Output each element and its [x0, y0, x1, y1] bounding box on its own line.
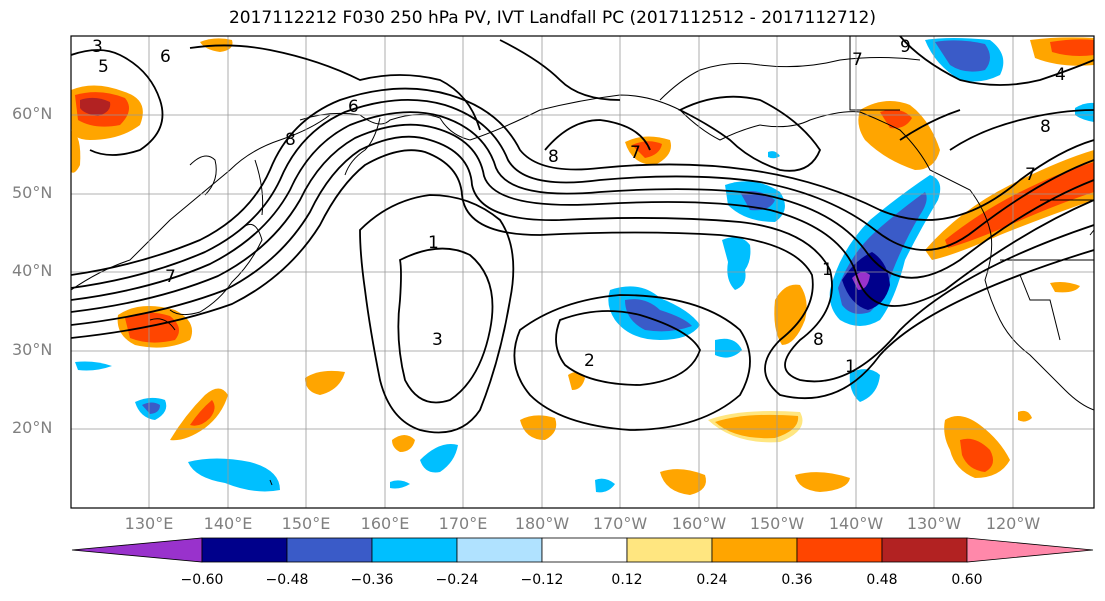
- colorbar-tick-label: −0.48: [265, 572, 309, 588]
- colorbar-segment: [71, 537, 203, 563]
- lon-label: 170°E: [438, 514, 488, 533]
- shading-layer: [71, 37, 1094, 495]
- pv-contours: [71, 36, 1094, 434]
- colorbar: [71, 537, 1094, 563]
- shade-patch: [1050, 39, 1094, 56]
- shade-patch: [960, 438, 994, 472]
- lon-label: 170°W: [592, 514, 648, 533]
- shade-patch: [632, 141, 662, 158]
- colorbar-segment: [711, 537, 798, 563]
- shade-patch: [595, 478, 615, 493]
- colorbar-tick-label: 0.60: [951, 572, 983, 588]
- contour-label: 3: [92, 37, 103, 57]
- shade-patch: [660, 469, 706, 495]
- lon-label: 130°E: [124, 514, 174, 533]
- shade-patch: [1050, 282, 1080, 293]
- lon-label: 160°W: [671, 514, 727, 533]
- contour-label: 8: [285, 130, 296, 150]
- shade-patch: [420, 444, 458, 473]
- contour-label: 8: [548, 147, 559, 167]
- contour-label-group: 3 6 5 7 6 8 8 7 1 3 2 1 8 7 4 8 7 9 1: [92, 37, 1066, 377]
- shade-patch: [142, 402, 160, 414]
- colorbar-segment: [966, 537, 1094, 563]
- shade-patch: [945, 162, 1094, 248]
- contour-label: 1: [428, 233, 439, 253]
- shade-patch: [568, 372, 585, 390]
- colorbar-tick-label: −0.36: [350, 572, 394, 588]
- shade-patch: [1018, 410, 1032, 422]
- lon-label: 180°W: [514, 514, 570, 533]
- shade-patch: [795, 472, 850, 492]
- lat-label: 30°N: [12, 340, 53, 359]
- colorbar-tick-label: −0.60: [180, 572, 224, 588]
- contour-label: 9: [900, 37, 911, 57]
- colorbar-segment: [201, 537, 288, 563]
- contour-label: 1: [845, 357, 856, 377]
- shade-patch: [880, 109, 912, 129]
- shade-patch: [392, 435, 415, 452]
- shade-patch: [305, 370, 345, 395]
- contour-label: 3: [432, 330, 443, 350]
- colorbar-segment: [626, 537, 713, 563]
- contour-label: 7: [852, 50, 863, 70]
- colorbar-segment: [456, 537, 543, 563]
- contour-label: 4: [1055, 65, 1066, 85]
- map-content: 3 6 5 7 6 8 8 7 1 3 2 1 8 7 4 8 7 9 1: [71, 36, 1094, 508]
- shade-patch: [190, 400, 215, 426]
- lon-label: 150°W: [749, 514, 805, 533]
- contour-label: 8: [813, 330, 824, 350]
- lon-label: 130°W: [906, 514, 962, 533]
- lon-label: 150°E: [281, 514, 331, 533]
- colorbar-tick-label: 0.48: [866, 572, 898, 588]
- contour-label: 5: [98, 57, 109, 77]
- lat-label: 40°N: [12, 261, 53, 280]
- colorbar-tick-label: −0.24: [435, 572, 479, 588]
- colorbar-segment: [541, 537, 628, 563]
- lat-label: 20°N: [12, 418, 53, 437]
- lon-label: 140°W: [828, 514, 884, 533]
- lon-label: 140°E: [203, 514, 253, 533]
- colorbar-tick-label: 0.36: [781, 572, 813, 588]
- colorbar-segment: [881, 537, 968, 563]
- lon-label: 120°W: [985, 514, 1041, 533]
- shade-patch: [768, 151, 780, 159]
- shade-patch: [75, 361, 112, 371]
- shade-patch: [715, 338, 742, 358]
- map-frame: [70, 35, 1095, 509]
- contour-label: 2: [584, 351, 595, 371]
- contour-label: 1: [822, 260, 833, 280]
- colorbar-segment: [286, 537, 373, 563]
- colorbar-segment: [371, 537, 458, 563]
- contour-label: 6: [160, 47, 171, 67]
- contour-label: 7: [630, 143, 641, 163]
- contour-label: 6: [348, 97, 359, 117]
- shade-patch: [520, 415, 557, 440]
- lat-label: 60°N: [12, 104, 53, 123]
- shade-patch: [722, 236, 751, 290]
- shade-patch: [125, 312, 179, 343]
- contour-label: 7: [1025, 165, 1036, 185]
- graticule: [71, 36, 1094, 508]
- colorbar-tick-label: 0.24: [696, 572, 728, 588]
- shade-patch: [774, 284, 807, 345]
- colorbar-segment: [796, 537, 883, 563]
- lat-label: 50°N: [12, 183, 53, 202]
- shade-patch: [849, 369, 880, 402]
- colorbar-tick-label: 0.12: [611, 572, 643, 588]
- colorbar-tick-label: −0.12: [520, 572, 564, 588]
- coastlines: [71, 36, 1094, 486]
- shade-patch: [390, 480, 410, 489]
- shade-patch: [625, 299, 692, 332]
- shade-patch: [1075, 102, 1094, 122]
- shade-patch: [188, 458, 280, 492]
- shade-patch: [80, 97, 111, 116]
- lon-label: 160°E: [360, 514, 410, 533]
- map-title: 2017112212 F030 250 hPa PV, IVT Landfall…: [228, 8, 876, 28]
- shade-patch: [71, 130, 81, 173]
- contour-label: 7: [165, 267, 176, 287]
- shade-patch: [935, 40, 990, 72]
- contour-label: 8: [1040, 117, 1051, 137]
